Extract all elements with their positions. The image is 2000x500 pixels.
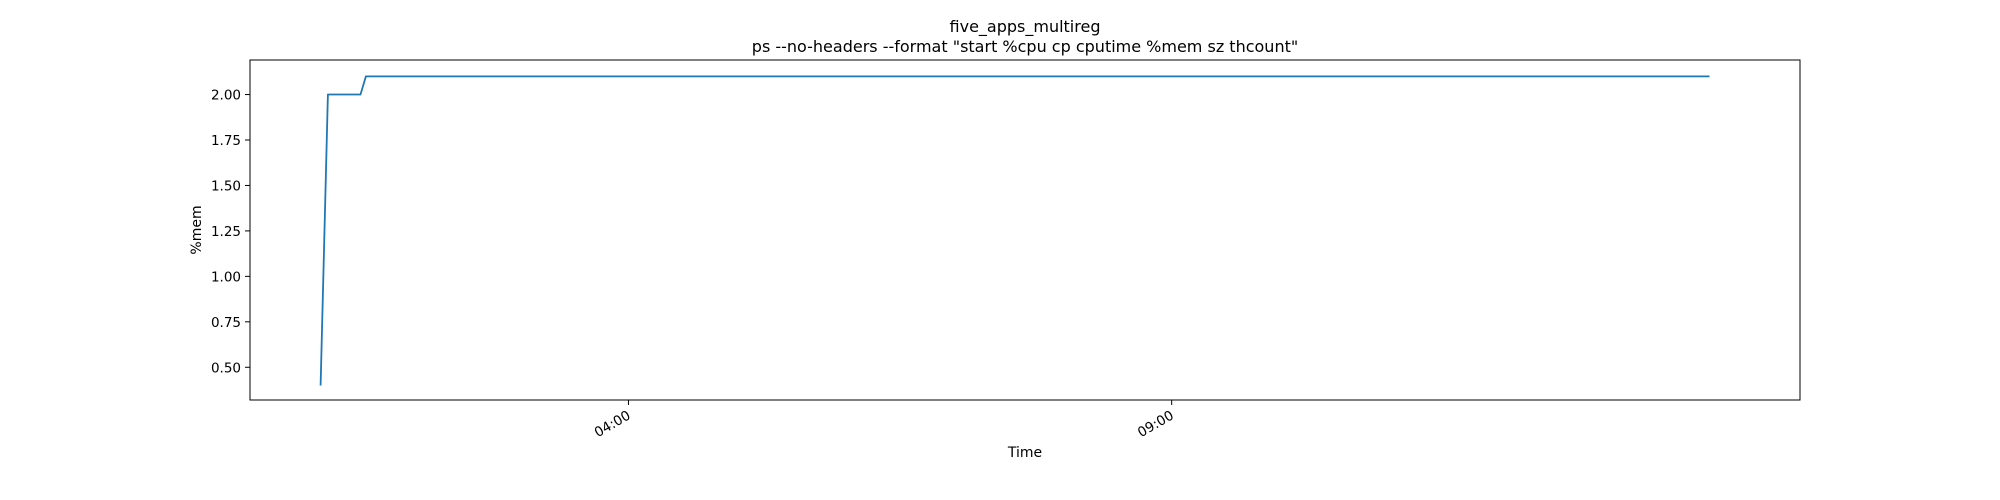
y-axis: 0.50 0.75 1.00 1.25 1.50 1.75 2.00: [211, 88, 250, 376]
y-tick-label: 0.50: [211, 360, 241, 376]
plot-frame: [249, 59, 1801, 401]
chart-subtitle: ps --no-headers --format "start %cpu cp …: [752, 37, 1298, 56]
y-tick-label: 1.50: [211, 178, 241, 194]
y-tick-label: 1.25: [211, 224, 241, 240]
chart-title: five_apps_multireg: [950, 17, 1101, 37]
x-axis: 04:00 09:00: [592, 400, 1177, 441]
x-tick-label: 09:00: [1135, 408, 1177, 441]
x-tick-label: 04:00: [592, 408, 634, 441]
plot-area: [319, 75, 1710, 386]
x-axis-label: Time: [1007, 445, 1042, 461]
series-line: [319, 75, 1710, 386]
y-tick-label: 0.75: [211, 315, 241, 331]
y-tick-label: 1.75: [211, 133, 241, 149]
y-tick-label: 1.00: [211, 269, 241, 285]
y-axis-label: %mem: [189, 205, 205, 254]
y-tick-label: 2.00: [211, 88, 241, 104]
